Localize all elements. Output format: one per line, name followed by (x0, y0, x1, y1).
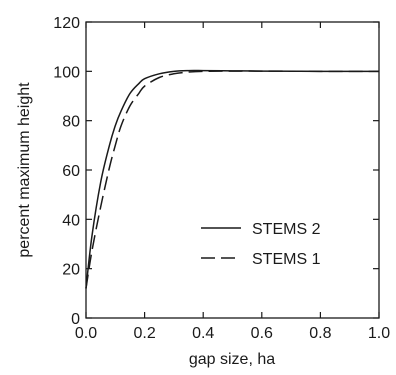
x-tick-label: 0.2 (133, 325, 155, 342)
y-tick-label: 80 (62, 114, 80, 131)
series-layer (85, 69, 380, 289)
plot-frame (85, 21, 380, 319)
x-axis-ticks: 0.0 0.2 0.4 0.6 0.8 1.0 (75, 22, 390, 342)
y-axis-label: percent maximum height (16, 82, 33, 258)
x-axis-label: gap size, ha (189, 351, 275, 368)
y-tick-label: 20 (62, 262, 80, 279)
legend-label: STEMS 2 (252, 221, 321, 238)
x-tick-label: 0.8 (309, 325, 331, 342)
x-tick-label: 0.0 (75, 325, 97, 342)
y-tick-label: 120 (53, 15, 80, 32)
y-tick-label: 60 (62, 163, 80, 180)
series-line-stems-2 (85, 69, 380, 289)
x-tick-label: 0.6 (251, 325, 273, 342)
x-tick-label: 1.0 (368, 325, 390, 342)
y-tick-label: 0 (71, 311, 80, 328)
legend: STEMS 2 STEMS 1 (201, 221, 321, 268)
legend-label: STEMS 1 (252, 251, 321, 268)
series-line-stems-1 (85, 70, 380, 289)
y-tick-label: 100 (53, 64, 80, 81)
y-axis-ticks: 0 20 40 60 80 100 120 (53, 15, 379, 328)
x-tick-label: 0.4 (192, 325, 214, 342)
y-tick-label: 40 (62, 212, 80, 229)
